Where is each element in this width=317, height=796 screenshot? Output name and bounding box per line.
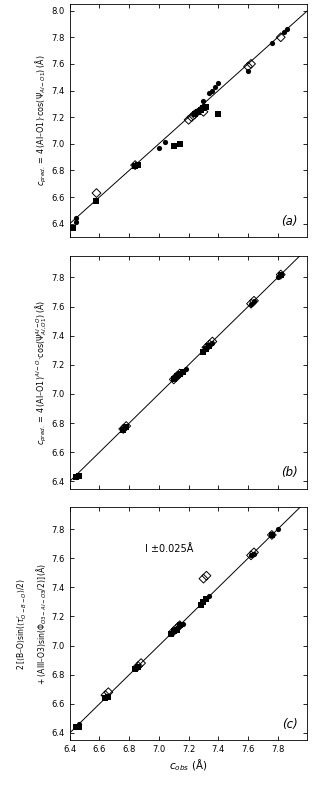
Point bbox=[177, 367, 182, 380]
Point bbox=[284, 23, 289, 36]
Point bbox=[278, 268, 283, 281]
Point bbox=[249, 298, 254, 310]
Point bbox=[204, 341, 209, 353]
Point bbox=[171, 140, 176, 153]
Point bbox=[278, 31, 283, 44]
Y-axis label: 2 [$\langle$B–O$\rangle$sin($\langle\tau^{\prime}_{O-B-O}\rangle$/2)
+ (AlII–O3): 2 [$\langle$B–O$\rangle$sin($\langle\tau… bbox=[15, 563, 49, 685]
Point bbox=[136, 660, 141, 673]
Point bbox=[177, 618, 182, 631]
Point bbox=[136, 661, 141, 674]
Point bbox=[136, 158, 141, 171]
Text: (a): (a) bbox=[281, 215, 298, 228]
Point bbox=[251, 546, 256, 559]
Point bbox=[251, 548, 256, 560]
Point bbox=[171, 373, 176, 386]
Point bbox=[139, 657, 144, 669]
Point bbox=[162, 136, 167, 149]
Point bbox=[76, 721, 81, 734]
Point bbox=[195, 104, 200, 117]
Point bbox=[106, 686, 111, 699]
Point bbox=[204, 342, 209, 355]
Point bbox=[251, 295, 256, 307]
Point bbox=[103, 689, 108, 701]
Point bbox=[201, 105, 206, 118]
Point bbox=[204, 593, 209, 606]
Point bbox=[121, 424, 126, 437]
Point bbox=[210, 337, 215, 349]
Text: I ±0.025Å: I ±0.025Å bbox=[146, 544, 194, 554]
Point bbox=[281, 25, 286, 38]
Point bbox=[198, 104, 203, 117]
Point bbox=[94, 187, 99, 200]
Point bbox=[73, 721, 78, 734]
Point bbox=[171, 625, 176, 638]
Point bbox=[94, 195, 99, 208]
Point bbox=[201, 95, 206, 107]
Point bbox=[192, 108, 197, 121]
Point bbox=[201, 101, 206, 114]
Point bbox=[210, 84, 215, 97]
Point bbox=[171, 373, 176, 386]
Point bbox=[180, 366, 185, 379]
Point bbox=[192, 108, 197, 121]
Point bbox=[177, 367, 182, 380]
Point bbox=[73, 212, 78, 224]
X-axis label: $c_{obs}$ (Å): $c_{obs}$ (Å) bbox=[169, 757, 208, 773]
Point bbox=[133, 662, 138, 675]
Point bbox=[249, 549, 254, 562]
Point bbox=[207, 87, 212, 100]
Point bbox=[207, 590, 212, 603]
Point bbox=[207, 338, 212, 351]
Point bbox=[249, 57, 254, 70]
Point bbox=[103, 692, 108, 704]
Point bbox=[124, 421, 129, 434]
Point bbox=[204, 593, 209, 606]
Point bbox=[278, 268, 283, 281]
Point bbox=[174, 623, 179, 636]
Point bbox=[133, 160, 138, 173]
Y-axis label: $c_{pred.}$ = 4 (Al–O1)·cos($\Psi_{Al-O1}$) (Å): $c_{pred.}$ = 4 (Al–O1)·cos($\Psi_{Al-O1… bbox=[34, 55, 49, 186]
Point bbox=[76, 469, 81, 482]
Point bbox=[245, 64, 250, 77]
Text: (b): (b) bbox=[281, 466, 298, 479]
Point bbox=[269, 529, 274, 541]
Point bbox=[121, 423, 126, 435]
Point bbox=[171, 625, 176, 638]
Text: (c): (c) bbox=[282, 718, 298, 731]
Point bbox=[174, 622, 179, 634]
Point bbox=[251, 295, 256, 307]
Point bbox=[213, 80, 218, 93]
Point bbox=[183, 363, 188, 376]
Point bbox=[106, 690, 111, 703]
Point bbox=[177, 367, 182, 380]
Point bbox=[180, 618, 185, 630]
Point bbox=[168, 627, 173, 640]
Point bbox=[245, 60, 250, 73]
Point bbox=[133, 158, 138, 171]
Point bbox=[177, 618, 182, 631]
Point bbox=[210, 335, 215, 348]
Point bbox=[204, 100, 209, 113]
Point bbox=[204, 569, 209, 582]
Point bbox=[249, 549, 254, 562]
Point bbox=[73, 470, 78, 483]
Point bbox=[73, 721, 78, 734]
Point bbox=[73, 216, 78, 228]
Point bbox=[207, 340, 212, 353]
Point bbox=[201, 345, 206, 358]
Point bbox=[269, 529, 274, 541]
Point bbox=[269, 37, 274, 49]
Point bbox=[275, 523, 280, 536]
Point bbox=[195, 105, 200, 118]
Y-axis label: $c_{pred.}$ = 4 (Al–O1)$^{Al-O}$·cos($\Psi_{Al,O1}^{Al-O}$) (Å): $c_{pred.}$ = 4 (Al–O1)$^{Al-O}$·cos($\P… bbox=[34, 299, 49, 445]
Point bbox=[76, 469, 81, 482]
Point bbox=[198, 101, 203, 114]
Point bbox=[201, 595, 206, 608]
Point bbox=[249, 298, 254, 310]
Point bbox=[180, 366, 185, 379]
Point bbox=[174, 370, 179, 383]
Point bbox=[70, 221, 75, 234]
Point bbox=[174, 370, 179, 383]
Point bbox=[174, 622, 179, 634]
Point bbox=[201, 572, 206, 585]
